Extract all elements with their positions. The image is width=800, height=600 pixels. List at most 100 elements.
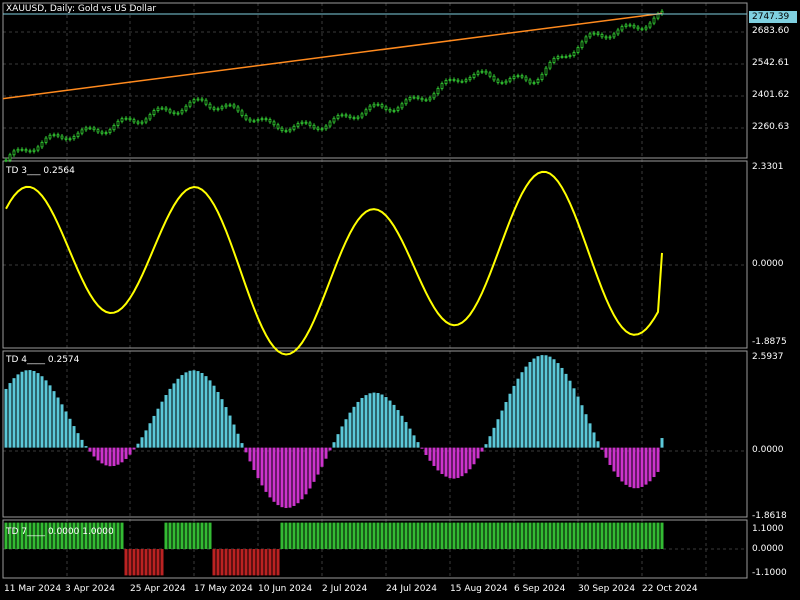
price-candle <box>636 26 640 30</box>
td4-bar <box>408 428 412 448</box>
time-axis-label: 25 Apr 2024 <box>130 584 186 594</box>
price-candle <box>232 104 236 108</box>
td4-bar <box>240 443 244 448</box>
td7-bar <box>100 522 104 549</box>
price-candle <box>132 119 136 123</box>
td4-bar <box>204 376 208 448</box>
td4-bar <box>288 447 292 508</box>
td7-bar <box>264 549 268 576</box>
td7-bar <box>104 522 108 549</box>
price-candle <box>324 125 328 130</box>
td7-bar <box>484 522 488 549</box>
price-candle <box>388 109 392 112</box>
td4-bar <box>164 395 168 448</box>
td4-bar <box>440 447 444 474</box>
td7-bar <box>376 522 380 549</box>
td4-bar <box>52 391 56 448</box>
price-candle <box>588 33 592 38</box>
td7-bar <box>492 522 496 549</box>
price-candle <box>640 28 644 31</box>
td7-bar <box>76 522 80 549</box>
price-candle <box>456 79 460 82</box>
td4-bar <box>184 372 188 448</box>
td7-bar <box>400 522 404 549</box>
price-candle <box>200 98 204 101</box>
td7-bar <box>308 522 312 549</box>
td7-bar <box>412 522 416 549</box>
td3-axis-label: -1.8875 <box>752 337 787 347</box>
td7-bar <box>372 522 376 549</box>
td7-bar <box>588 522 592 549</box>
price-candle <box>44 137 48 143</box>
td4-bar <box>512 385 516 448</box>
td4-bar <box>344 419 348 448</box>
td7-bar <box>24 522 28 549</box>
td4-bar <box>424 447 428 455</box>
td7-bar <box>552 522 556 549</box>
price-candle <box>360 113 364 118</box>
td4-bar <box>348 412 352 448</box>
td7-bar <box>56 522 60 549</box>
price-candle <box>316 127 320 130</box>
price-candle <box>244 115 248 120</box>
td4-bar <box>80 439 84 448</box>
price-candle <box>492 75 496 81</box>
td7-bar <box>536 522 540 549</box>
td7-bar <box>408 522 412 549</box>
td7-bar <box>52 522 56 549</box>
td3-axis-label: 2.3301 <box>752 162 784 172</box>
td7-bar <box>532 522 536 549</box>
td4-bar <box>420 447 424 449</box>
td7-bar <box>8 522 12 549</box>
price-candle <box>52 134 56 137</box>
price-candle <box>352 117 356 120</box>
td4-bar <box>416 442 420 448</box>
price-candle <box>488 72 492 77</box>
td4-bar <box>328 447 332 451</box>
price-candle <box>184 105 188 111</box>
td4-bar <box>152 415 156 448</box>
td7-bar <box>648 522 652 549</box>
td7-bar <box>324 522 328 549</box>
td4-bar <box>392 404 396 448</box>
td7-bar <box>340 522 344 549</box>
td7-bar <box>12 522 16 549</box>
td7-bar <box>360 522 364 549</box>
td7-bar <box>656 522 660 549</box>
price-candle <box>616 29 620 35</box>
td7-bar <box>164 522 168 549</box>
td7-bar <box>396 522 400 549</box>
td4-bar <box>364 395 368 448</box>
price-candle <box>252 120 256 123</box>
td7-bar <box>608 522 612 549</box>
price-candle <box>560 56 564 58</box>
td4-bar <box>260 447 264 486</box>
price-candle <box>208 103 212 109</box>
td7-bar <box>40 522 44 549</box>
price-candle <box>556 56 560 59</box>
td7-bar <box>216 549 220 576</box>
price-candle <box>568 55 572 57</box>
td4-bar <box>332 442 336 448</box>
td4-bar <box>196 371 200 448</box>
td4-bar <box>652 447 656 478</box>
td4-bar <box>472 447 476 465</box>
td4-bar <box>608 447 612 465</box>
price-candle <box>400 103 404 109</box>
td4-bar <box>224 407 228 448</box>
td7-bar <box>480 522 484 549</box>
td4-bar <box>320 447 324 467</box>
price-candle <box>212 107 216 110</box>
price-candle <box>312 124 316 129</box>
td4-bar <box>468 447 472 470</box>
price-axis-label: 2401.62 <box>752 90 790 100</box>
td4-bar <box>312 447 316 482</box>
td4-bar <box>404 422 408 448</box>
td7-bar <box>108 522 112 549</box>
td3-label: TD 3___ 0.2564 <box>6 166 75 176</box>
td4-bar <box>604 447 608 458</box>
td7-bar <box>380 522 384 549</box>
td7-bar <box>184 522 188 549</box>
td7-axis-label: -1.1000 <box>752 568 787 578</box>
